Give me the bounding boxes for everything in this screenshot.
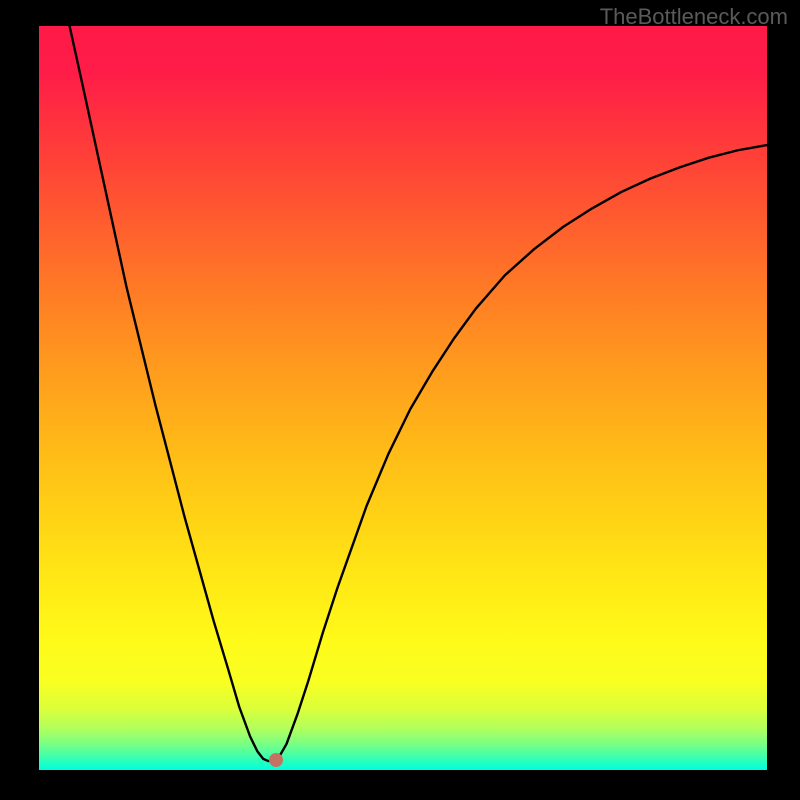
minimum-marker [269, 753, 283, 767]
bottleneck-curve [70, 26, 767, 761]
plot-area [39, 26, 767, 770]
watermark-text: TheBottleneck.com [600, 4, 788, 30]
curve-layer [39, 26, 767, 770]
